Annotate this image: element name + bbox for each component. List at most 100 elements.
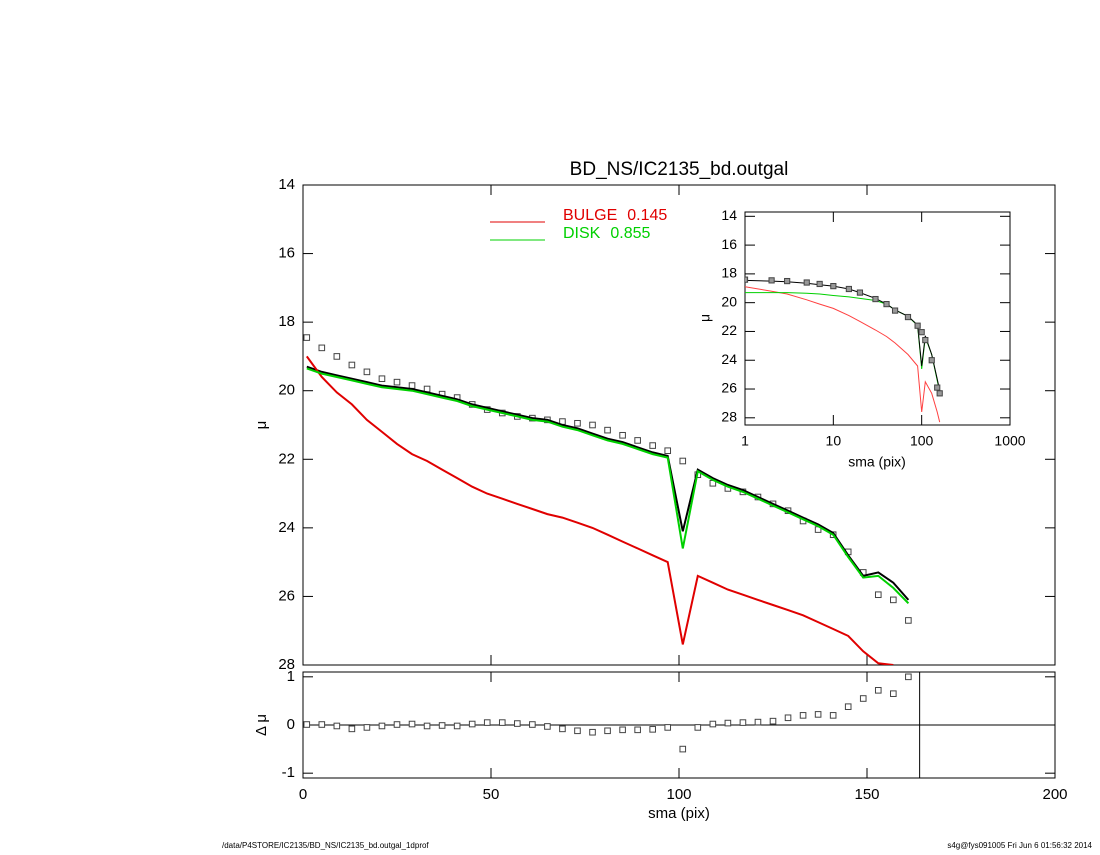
data-point	[914, 322, 921, 329]
series-line	[745, 286, 941, 423]
data-point	[363, 724, 371, 731]
y-tick-label: 14	[721, 207, 737, 223]
data-point	[769, 717, 777, 725]
data-point	[844, 703, 852, 710]
y-tick-label: 20	[721, 293, 737, 309]
data-point	[378, 722, 386, 730]
x-axis-label: sma (pix)	[648, 805, 710, 822]
data-point	[816, 280, 823, 288]
y-axis-label: μ	[697, 314, 713, 322]
data-point	[333, 722, 341, 730]
data-point	[859, 695, 867, 702]
data-point	[679, 745, 687, 753]
data-point	[754, 718, 762, 726]
data-point	[393, 721, 401, 728]
y-tick-label: 1	[287, 668, 295, 685]
y-tick-label: 26	[721, 380, 737, 396]
data-point	[872, 295, 879, 303]
data-point	[679, 457, 687, 465]
y-axis-label: μ	[253, 421, 270, 430]
data-point	[634, 437, 641, 444]
legend-fraction: 0.145	[627, 207, 667, 224]
y-axis-label: Δ μ	[253, 714, 270, 736]
x-tick-label: 50	[483, 786, 500, 803]
data-point	[883, 301, 890, 308]
legend-fraction: 0.855	[610, 225, 650, 242]
y-tick-label: -1	[282, 764, 295, 781]
data-point	[739, 719, 747, 726]
data-point	[378, 375, 386, 383]
data-point	[922, 336, 929, 344]
footer-right: s4g@fys091005 Fri Jun 6 01:56:32 2014	[947, 841, 1092, 850]
x-tick-label: 150	[854, 786, 879, 803]
x-tick-label: 10	[826, 433, 842, 449]
y-tick-label: 18	[721, 265, 737, 281]
data-point	[589, 728, 596, 736]
data-point	[928, 357, 935, 364]
data-point	[634, 726, 641, 734]
y-tick-label: 26	[278, 587, 295, 604]
y-tick-label: 16	[721, 236, 737, 252]
data-point	[604, 727, 611, 735]
data-point	[318, 721, 326, 728]
y-tick-label: 16	[278, 245, 295, 262]
data-point	[393, 378, 401, 386]
x-tick-label: 100	[666, 786, 691, 803]
series-line	[306, 367, 910, 605]
data-point	[333, 353, 341, 360]
data-point	[649, 726, 656, 733]
x-axis-label: sma (pix)	[848, 454, 906, 470]
data-point	[799, 712, 807, 719]
data-point	[784, 277, 791, 285]
legend-label: DISK 0.855	[563, 225, 650, 242]
data-point	[514, 720, 521, 727]
data-point	[408, 382, 416, 389]
data-point	[318, 344, 326, 352]
data-point	[483, 719, 491, 726]
data-point	[649, 442, 656, 449]
data-point	[890, 596, 897, 604]
data-point	[604, 426, 611, 434]
y-tick-label: 28	[721, 409, 737, 425]
data-point	[829, 712, 837, 719]
data-point	[363, 368, 371, 376]
data-point	[709, 720, 717, 728]
data-point	[664, 447, 672, 455]
legend-name: BULGE	[563, 207, 617, 224]
data-point	[891, 307, 899, 314]
data-point	[438, 722, 446, 729]
y-tick-label: 22	[278, 450, 295, 467]
series-line	[306, 365, 910, 601]
y-tick-label: 24	[278, 519, 295, 536]
data-point	[303, 334, 311, 341]
data-point	[619, 726, 626, 734]
data-point	[934, 384, 941, 391]
y-tick-label: 24	[721, 351, 737, 367]
y-tick-label: 28	[278, 656, 295, 673]
x-tick-label: 1000	[994, 433, 1025, 449]
data-point	[845, 285, 852, 293]
data-point	[905, 673, 912, 681]
data-point	[498, 719, 506, 726]
plot-area	[745, 276, 943, 423]
x-tick-label: 100	[910, 433, 934, 449]
data-point	[694, 724, 702, 731]
data-point	[936, 390, 943, 397]
data-point	[619, 431, 626, 439]
data-point	[529, 721, 536, 728]
data-point	[574, 727, 581, 735]
data-point	[468, 720, 476, 728]
y-tick-label: 20	[278, 382, 295, 399]
y-tick-label: 0	[287, 716, 295, 733]
data-point	[830, 283, 837, 290]
data-point	[453, 722, 461, 730]
plot-frame	[744, 211, 1011, 426]
data-point	[589, 421, 596, 429]
data-point	[784, 714, 792, 722]
data-point	[874, 591, 882, 599]
data-point	[745, 276, 749, 283]
plot-area	[303, 334, 912, 665]
data-point	[856, 289, 864, 296]
data-point	[890, 690, 897, 697]
